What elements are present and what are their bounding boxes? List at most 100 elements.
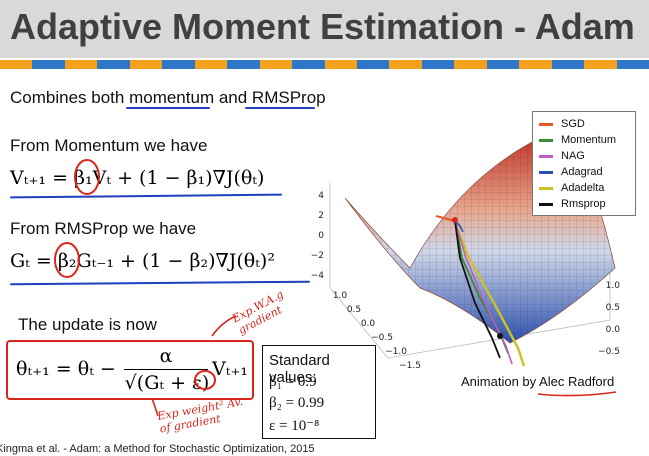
axis-tick-label: −4: [311, 271, 325, 281]
legend-swatch: [539, 202, 553, 206]
legend-label: Adagrad: [561, 166, 603, 178]
beta2-value: β₂ = 0.99: [269, 395, 325, 411]
rmsprop-equation: Gₜ = β₂Gₜ₋₁ + (1 − β₂)∇J(θₜ)²: [10, 250, 275, 272]
axis-tick-label: −0.5: [598, 347, 620, 357]
left-axis-ticks: 1.0 0.50.0 −0.5 −1.0 −1.5: [333, 291, 421, 370]
update-numerator: α: [159, 345, 173, 367]
right-axis-ticks: 1.0 0.5 0.0 −0.5: [598, 281, 620, 357]
legend-item: Rmsprop: [539, 196, 606, 212]
axis-tick-label: 0.0: [606, 325, 621, 335]
stripe-segment: [454, 60, 487, 69]
start-point: [452, 217, 458, 223]
legend-item: Adadelta: [539, 180, 604, 196]
end-point: [497, 333, 503, 339]
circle-beta2: [54, 242, 80, 278]
epsilon-value: ε = 10⁻⁸: [269, 418, 320, 434]
legend-label: SGD: [561, 118, 585, 130]
stripe-segment: [64, 60, 98, 69]
circle-beta1: [74, 159, 100, 195]
legend-label: Adadelta: [561, 182, 605, 194]
legend-swatch: [539, 186, 553, 190]
update-lhs: θₜ₊₁ = θₜ −: [16, 358, 116, 380]
legend-swatch: [539, 138, 553, 142]
axis-tick-label: 1.0: [606, 281, 621, 291]
stripe-segment: [32, 60, 65, 69]
path-nag: [454, 220, 513, 365]
plot-legend: SGD Momentum NAG Adagrad Adadelta Rmsprop: [532, 111, 636, 216]
axis-tick-label: 0.5: [606, 303, 620, 313]
momentum-label: From Momentum we have: [10, 136, 208, 155]
underline-momentum: [126, 107, 210, 109]
axis-frame: [329, 183, 611, 359]
path-rmsprop: [454, 220, 501, 359]
axis-tick-label: 1.0: [333, 291, 348, 301]
stripe-segment: [194, 60, 228, 69]
beta1-value: β₁ = 0.9: [269, 374, 317, 390]
legend-swatch: [539, 154, 553, 158]
stripe-segment: [324, 60, 357, 69]
intro-rmsprop: RMSProp: [251, 88, 326, 107]
stripe-segment: [259, 60, 293, 69]
axis-tick-label: −0.5: [371, 333, 393, 343]
stripe-segment: [421, 60, 455, 69]
momentum-equation: Vₜ₊₁ = β₁Vₜ + (1 − β₁)∇J(θₜ): [10, 167, 265, 189]
update-label: The update is now: [18, 315, 157, 334]
path-adagrad: [454, 220, 464, 233]
intro-and: and: [214, 88, 252, 107]
stripe-segment: [616, 60, 649, 69]
axis-tick-label: −1.0: [385, 347, 407, 357]
caption-prefix: Animation by: [461, 374, 540, 389]
caption-author: Alec Radford: [539, 374, 615, 389]
axis-tick-label: −1.5: [399, 361, 421, 370]
legend-label: NAG: [561, 150, 585, 162]
stripe-segment: [227, 60, 260, 69]
circle-epsilon: [194, 370, 216, 390]
underline-rmsprop: [245, 107, 315, 109]
stripe-segment: [356, 60, 390, 69]
axis-tick-label: 4: [318, 191, 324, 201]
intro-text: Combines both momentum and RMSProp: [10, 88, 326, 108]
axis-tick-label: 0.0: [361, 319, 376, 329]
stripe-segment: [97, 60, 130, 69]
path-adadelta: [453, 220, 526, 367]
arrow-top: [211, 315, 237, 337]
arrow-bottom: [151, 397, 159, 417]
axis-tick-label: −2: [311, 251, 324, 261]
plot-caption: Animation by Alec Radford: [461, 374, 614, 389]
color-stripe: [0, 60, 649, 69]
legend-item: Adagrad: [539, 164, 603, 180]
legend-swatch: [539, 170, 553, 174]
underline-author: [537, 391, 617, 397]
update-equation-box: θₜ₊₁ = θₜ − α √(Gₜ + ε) Vₜ₊₁: [6, 340, 254, 400]
stripe-segment: [584, 60, 617, 69]
stripe-segment: [162, 60, 195, 69]
legend-swatch: [539, 122, 553, 126]
update-rhs: Vₜ₊₁: [212, 358, 249, 380]
legend-item: Momentum: [539, 132, 616, 148]
legend-item: SGD: [539, 116, 585, 132]
slide-title: Adaptive Moment Estimation - Adam: [10, 6, 635, 47]
axis-tick-label: 2: [318, 211, 324, 221]
stripe-segment: [486, 60, 520, 69]
standard-values-box: Standard values: β₁ = 0.9 β₂ = 0.99 ε = …: [262, 345, 376, 439]
stripe-segment: [0, 60, 33, 69]
rmsprop-label: From RMSProp we have: [10, 219, 197, 238]
legend-label: Rmsprop: [561, 198, 606, 210]
axis-tick-label: 0.5: [347, 305, 361, 315]
title-bar: Adaptive Moment Estimation - Adam: [0, 0, 649, 58]
stripe-segment: [389, 60, 422, 69]
fraction-bar: [124, 369, 208, 370]
axis-tick-label: 0: [318, 231, 324, 241]
stripe-segment: [519, 60, 552, 69]
footer-citation: Kingma et al. - Adam: a Method for Stoch…: [0, 443, 315, 455]
legend-label: Momentum: [561, 134, 617, 146]
update-denominator: √(Gₜ + ε): [124, 372, 210, 394]
stripe-segment: [551, 60, 585, 69]
standard-values-header: Standard values:: [269, 352, 330, 386]
stripe-segment: [129, 60, 163, 69]
path-sgd: [435, 215, 456, 222]
stripe-segment: [292, 60, 325, 69]
intro-momentum: momentum: [129, 88, 215, 107]
z-axis-ticks: 4 2 0 −2 −4: [311, 191, 325, 281]
